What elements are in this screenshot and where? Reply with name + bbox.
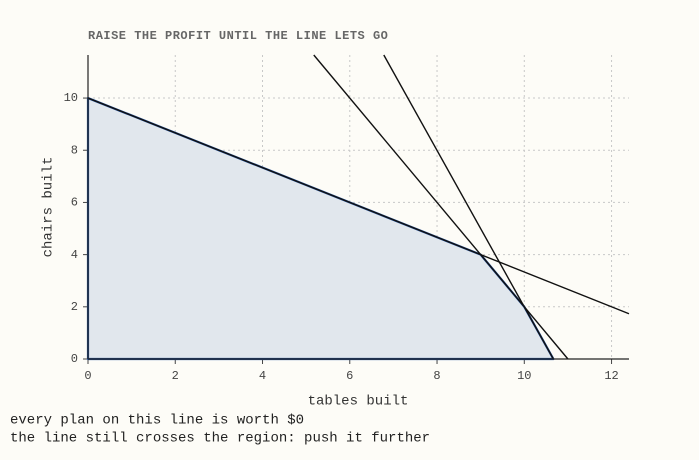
annotation: the line still crosses the region: push … (10, 431, 430, 447)
x-axis-label: tables built (308, 394, 409, 410)
x-tick-label: 10 (517, 369, 531, 383)
y-axis-label: chairs built (41, 157, 57, 258)
x-tick-label: 2 (172, 369, 179, 383)
chart-title: RAISE THE PROFIT UNTIL THE LINE LETS GO (88, 29, 388, 43)
constraint-line (383, 54, 555, 360)
y-tick-label: 8 (71, 143, 78, 157)
y-tick-label: 10 (64, 91, 78, 105)
feasible-region (86, 96, 555, 361)
x-tick-label: 12 (604, 369, 618, 383)
x-tick-label: 4 (259, 369, 266, 383)
x-tick-label: 6 (346, 369, 353, 383)
annotation: every plan on this line is worth $0 (10, 413, 304, 429)
y-tick-label: 6 (71, 196, 78, 210)
constraint-line (87, 97, 630, 315)
y-tick-label: 0 (71, 352, 78, 366)
y-tick-label: 2 (71, 300, 78, 314)
x-tick-label: 0 (84, 369, 91, 383)
y-tick-label: 4 (71, 248, 78, 262)
x-tick-label: 8 (433, 369, 440, 383)
